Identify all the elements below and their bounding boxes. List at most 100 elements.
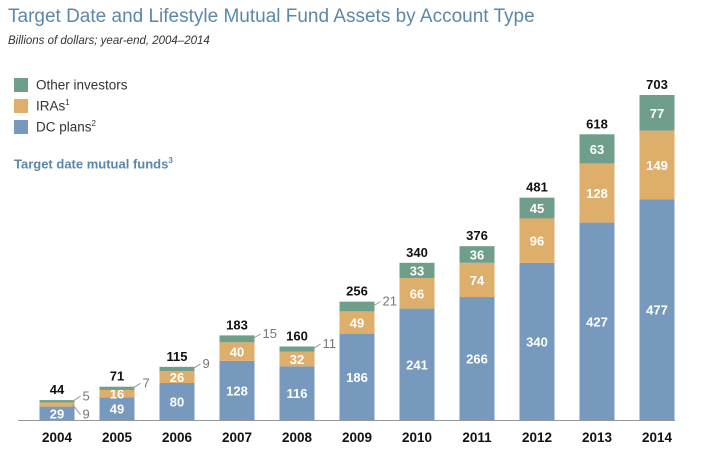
bar-segment-other-investors-2004	[39, 400, 75, 403]
data-label-other-investors-2011: 36	[470, 247, 484, 262]
legend-item-iras: IRAs1	[14, 95, 128, 116]
bar-segment-dc-plans-2007	[219, 360, 255, 420]
data-label-other-investors-2005: 7	[143, 375, 150, 390]
bar-segment-other-investors-2011	[459, 246, 495, 263]
data-label-iras-2008: 32	[290, 352, 304, 367]
bar-segment-dc-plans-2009	[339, 334, 375, 420]
leader-line-other-investors-2004	[72, 395, 81, 402]
bar-segment-iras-2008	[279, 351, 315, 367]
data-label-dc-plans-2005: 49	[110, 402, 124, 417]
data-label-iras-2013: 128	[586, 186, 608, 201]
data-label-other-investors-2014: 77	[650, 106, 664, 121]
data-label-iras-2004: 9	[83, 406, 90, 421]
x-tick-label-2005: 2005	[102, 430, 133, 445]
data-label-other-investors-2010: 33	[410, 263, 424, 278]
legend-label-dc-plans: DC plans	[36, 119, 92, 135]
data-label-iras-2011: 74	[470, 273, 485, 288]
total-label-2012: 481	[526, 180, 548, 195]
legend-label-iras: IRAs	[36, 98, 66, 114]
data-label-iras-2005: 16	[110, 387, 124, 402]
leader-line-other-investors-2006	[192, 363, 201, 370]
bar-segment-other-investors-2005	[99, 386, 135, 390]
data-label-other-investors-2007: 15	[263, 326, 277, 341]
bar-segment-dc-plans-2014	[639, 199, 675, 420]
data-label-dc-plans-2004: 29	[50, 406, 64, 421]
x-tick-label-2006: 2006	[162, 430, 193, 445]
data-label-iras-2014: 149	[646, 158, 668, 173]
bar-segment-iras-2010	[399, 278, 435, 309]
bar-segment-iras-2007	[219, 342, 255, 361]
data-label-other-investors-2004: 5	[83, 388, 90, 403]
data-label-dc-plans-2014: 477	[646, 303, 668, 318]
x-tick-label-2009: 2009	[342, 430, 372, 445]
bar-segment-iras-2004	[39, 402, 75, 407]
legend-swatch-other-investors	[14, 77, 28, 92]
data-label-dc-plans-2012: 340	[526, 334, 548, 349]
x-tick-label-2008: 2008	[282, 430, 313, 445]
total-label-2014: 703	[646, 77, 668, 92]
chart-subtitle: Billions of dollars; year-end, 2004–2014	[8, 35, 210, 47]
total-label-2009: 256	[346, 284, 368, 299]
legend-item-other-investors: Other investors	[14, 74, 128, 95]
data-label-dc-plans-2007: 128	[226, 383, 248, 398]
data-label-other-investors-2012: 45	[530, 201, 544, 216]
data-label-iras-2006: 26	[170, 370, 184, 385]
data-label-other-investors-2006: 9	[203, 356, 210, 371]
x-tick-label-2010: 2010	[402, 430, 432, 445]
legend-note-iras: 1	[65, 97, 70, 107]
chart-title: Target Date and Lifestyle Mutual Fund As…	[8, 6, 535, 27]
data-label-iras-2009: 49	[350, 316, 364, 331]
bar-segment-iras-2005	[99, 389, 135, 398]
panel-title-note: 3	[168, 156, 173, 165]
total-label-2004: 44	[50, 382, 65, 397]
legend: Other investors IRAs1 DC plans2	[14, 74, 128, 137]
total-label-2007: 183	[226, 317, 248, 332]
x-tick-label-2012: 2012	[522, 430, 552, 445]
leader-line-other-investors-2005	[132, 382, 141, 389]
legend-item-dc-plans: DC plans2	[14, 116, 128, 137]
data-label-iras-2010: 66	[410, 286, 424, 301]
total-label-2005: 71	[110, 369, 124, 384]
data-label-other-investors-2008: 11	[323, 336, 337, 351]
bar-segment-iras-2014	[639, 130, 675, 200]
x-tick-label-2011: 2011	[462, 430, 492, 445]
data-label-other-investors-2009: 21	[383, 294, 397, 309]
legend-swatch-iras	[14, 98, 28, 113]
bar-segment-dc-plans-2006	[159, 383, 195, 420]
x-tick-label-2014: 2014	[642, 430, 673, 445]
bar-segment-other-investors-2013	[579, 134, 615, 164]
panel-title: Target date mutual funds	[14, 156, 169, 172]
legend-swatch-dc-plans	[14, 119, 28, 134]
bar-segment-dc-plans-2004	[39, 406, 75, 420]
bar-segment-dc-plans-2013	[579, 222, 615, 420]
bar-segment-other-investors-2010	[399, 262, 435, 279]
leader-line-other-investors-2007	[252, 333, 261, 340]
bar-segment-iras-2012	[519, 218, 555, 263]
data-label-dc-plans-2011: 266	[466, 352, 488, 367]
bar-segment-other-investors-2008	[279, 346, 315, 352]
bar-segment-dc-plans-2011	[459, 297, 495, 420]
data-label-iras-2007: 40	[230, 345, 244, 360]
bar-segment-other-investors-2006	[159, 366, 195, 371]
data-label-dc-plans-2008: 116	[287, 386, 308, 401]
bar-segment-dc-plans-2005	[99, 397, 135, 420]
bar-segment-iras-2013	[579, 163, 615, 223]
legend-label-other-investors: Other investors	[36, 77, 128, 93]
bar-segment-other-investors-2014	[639, 95, 675, 131]
leader-line-iras-2004	[72, 404, 81, 415]
bar-segment-iras-2009	[339, 311, 375, 335]
total-label-2013: 618	[586, 116, 608, 131]
total-label-2006: 115	[167, 349, 188, 364]
total-label-2010: 340	[406, 245, 428, 260]
leader-line-other-investors-2009	[372, 301, 381, 307]
bar-segment-iras-2006	[159, 370, 195, 384]
data-label-dc-plans-2009: 186	[346, 370, 368, 385]
bar-segment-other-investors-2009	[339, 301, 375, 312]
x-tick-label-2004: 2004	[42, 430, 73, 445]
data-label-other-investors-2013: 63	[590, 142, 604, 157]
bar-segment-dc-plans-2008	[279, 366, 315, 420]
legend-note-dc-plans: 2	[91, 118, 96, 128]
bar-segment-dc-plans-2012	[519, 262, 555, 420]
bar-segment-iras-2011	[459, 262, 495, 298]
